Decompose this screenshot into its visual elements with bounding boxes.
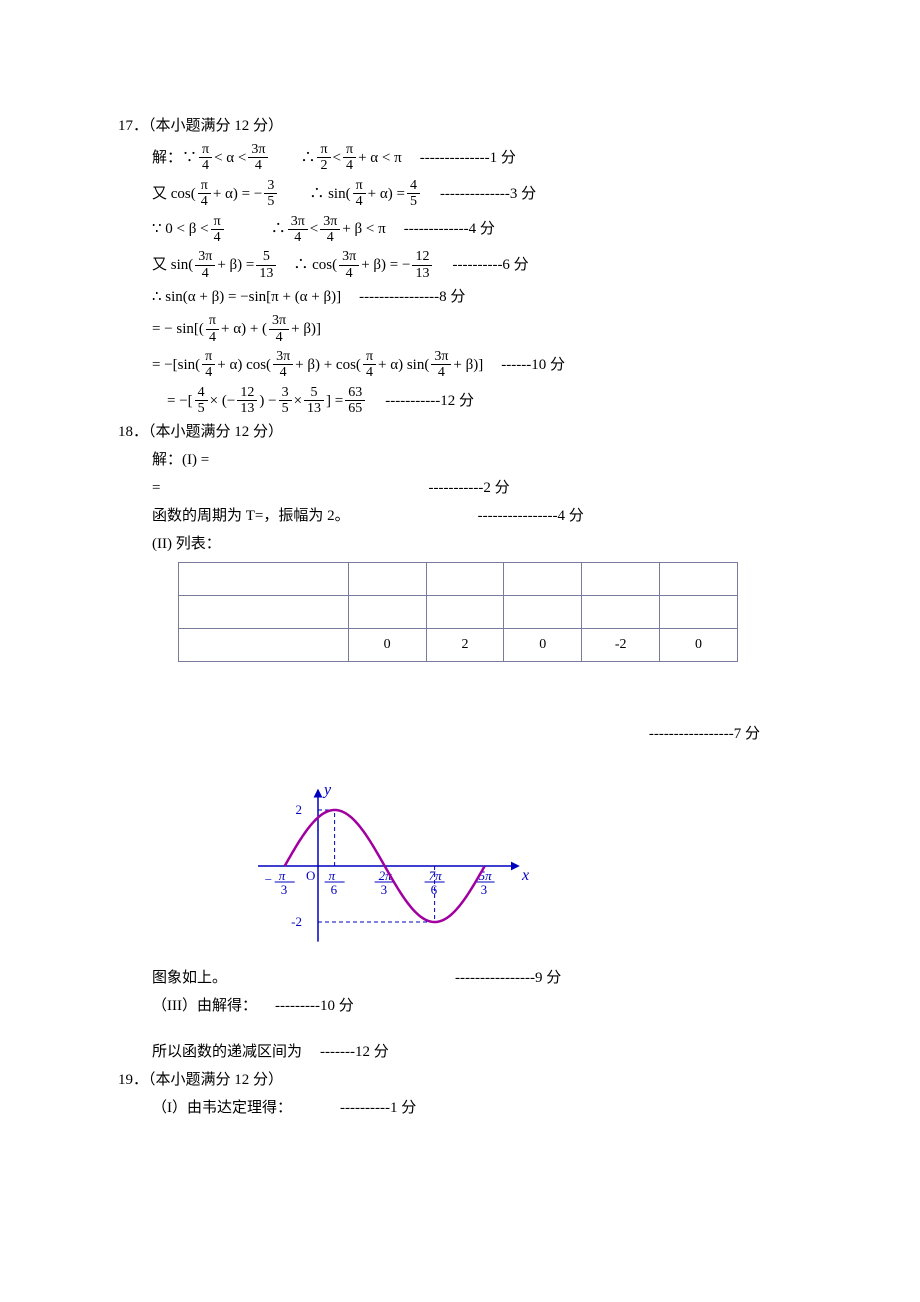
q18-l1: 解：(I) = xyxy=(118,448,880,472)
q17-line-7: = −[45 × (− 1213) − 35 × 513] = 6365----… xyxy=(118,385,880,417)
q17-line-1: 又 cos(π4 + α) = − 35 ∴ sin(π4 + α) = 45-… xyxy=(118,178,880,210)
q19-l1-text: （I）由韦达定理得： xyxy=(152,1096,292,1120)
svg-text:7π: 7π xyxy=(429,868,443,883)
q18-header: 18．（本小题满分 12 分） xyxy=(118,420,880,444)
q18-cell-2-5: 0 xyxy=(660,629,738,662)
q17-line-0: 解：∵ π4 < α < 3π4 ∴ π2 < π4 + α < π------… xyxy=(118,142,880,174)
q18-graph: yxO2-2−π3π62π37π65π3 xyxy=(238,776,548,956)
q18-cell-2-3: 0 xyxy=(504,629,582,662)
q18-iii-points: ---------10 分 xyxy=(275,994,354,1018)
q18-graph-caption: 图象如上。 xyxy=(152,966,227,990)
q18-l4: (II) 列表： xyxy=(118,532,880,556)
q18-pts7-text: -----------------7 分 xyxy=(649,722,760,746)
svg-text:2: 2 xyxy=(296,802,303,817)
q18-l3-text: 函数的周期为 T=，振幅为 2。 xyxy=(152,504,350,528)
q18-cell-1-1 xyxy=(348,596,426,629)
q18-cell-0-4 xyxy=(582,563,660,596)
q17-header: 17．（本小题满分 12 分） xyxy=(118,114,880,138)
q18-graph-caption-line: 图象如上。 ----------------9 分 xyxy=(118,966,880,990)
q18-cell-1-0 xyxy=(179,596,349,629)
svg-text:3: 3 xyxy=(381,882,388,897)
q18-cell-2-4: -2 xyxy=(582,629,660,662)
q18-cell-0-5 xyxy=(660,563,738,596)
q17-line-3: 又 sin(3π4 + β) = 513 ∴ cos(3π4 + β) = − … xyxy=(118,249,880,281)
svg-text:π: π xyxy=(279,868,286,883)
q18-cell-1-4 xyxy=(582,596,660,629)
svg-text:O: O xyxy=(306,868,315,883)
q18-cell-1-5 xyxy=(660,596,738,629)
svg-text:3: 3 xyxy=(281,882,288,897)
svg-text:x: x xyxy=(521,867,529,884)
q18-conc-points: -------12 分 xyxy=(320,1040,389,1064)
q18-cell-2-1: 0 xyxy=(348,629,426,662)
q18-l2-points: -----------2 分 xyxy=(428,476,509,500)
svg-text:6: 6 xyxy=(431,882,438,897)
q18-l2: = -----------2 分 xyxy=(118,476,880,500)
svg-text:-2: -2 xyxy=(291,914,302,929)
q18-conc: 所以函数的递减区间为 -------12 分 xyxy=(118,1040,880,1064)
q18-cell-2-0 xyxy=(179,629,349,662)
q17-line-5: = − sin[( π4 + α) + (3π4 + β)] xyxy=(118,313,880,345)
q17-line-2: ∵ 0 < β < π4 ∴ 3π4 < 3π4 + β < π--------… xyxy=(118,214,880,246)
q18-cell-1-2 xyxy=(426,596,504,629)
q18-conc-text: 所以函数的递减区间为 xyxy=(152,1040,302,1064)
q17-line-4: ∴ sin(α + β) = −sin[π + (α + β)]--------… xyxy=(118,285,880,309)
q18-iii: （III）由解得： ---------10 分 xyxy=(118,994,880,1018)
q18-cell-0-2 xyxy=(426,563,504,596)
q18-l3: 函数的周期为 T=，振幅为 2。 ----------------4 分 xyxy=(118,504,880,528)
q18-cell-0-0 xyxy=(179,563,349,596)
q18-graph-points: ----------------9 分 xyxy=(455,966,561,990)
q18-cell-2-2: 2 xyxy=(426,629,504,662)
q18-cell-0-1 xyxy=(348,563,426,596)
q18-cell-1-3 xyxy=(504,596,582,629)
q19-l1: （I）由韦达定理得： ----------1 分 xyxy=(118,1096,880,1120)
svg-text:−: − xyxy=(265,872,272,887)
svg-text:π: π xyxy=(329,868,336,883)
q18-l2-text: = xyxy=(152,476,160,500)
q17-line-6: = −[sin( π4 + α) cos(3π4 + β) + cos(π4 +… xyxy=(118,349,880,381)
svg-text:3: 3 xyxy=(481,882,488,897)
svg-text:6: 6 xyxy=(331,882,338,897)
q18-l3-points: ----------------4 分 xyxy=(478,504,584,528)
q18-cell-0-3 xyxy=(504,563,582,596)
q18-table: 020-20 xyxy=(178,562,738,662)
q18-iii-text: （III）由解得： xyxy=(152,994,257,1018)
q19-l1-points: ----------1 分 xyxy=(340,1096,416,1120)
q18-graph-wrap: yxO2-2−π3π62π37π65π3 xyxy=(238,776,880,956)
q19-header: 19．（本小题满分 12 分） xyxy=(118,1068,880,1092)
q18-pts7: -----------------7 分 xyxy=(118,722,880,746)
svg-text:y: y xyxy=(322,782,332,799)
